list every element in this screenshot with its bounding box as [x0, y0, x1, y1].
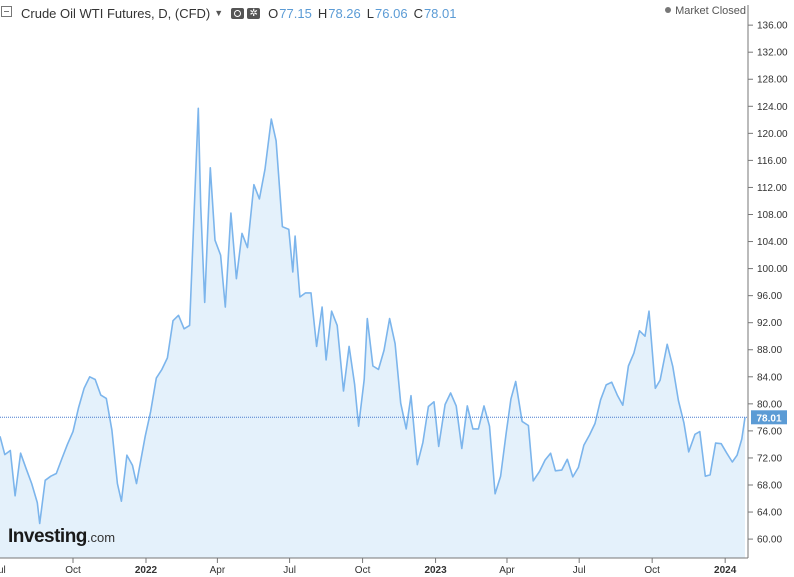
chart-header: Crude Oil WTI Futures, D, (CFD) ▼ ✲ O 77.…	[18, 3, 457, 23]
market-status: Market Closed	[665, 5, 746, 17]
visibility-icon[interactable]	[231, 7, 245, 19]
y-tick-label: 128.00	[757, 75, 788, 86]
high-value: 78.26	[328, 5, 361, 21]
x-tick-label: Apr	[499, 565, 515, 576]
low-value: 76.06	[375, 5, 408, 21]
open-value: 77.15	[279, 5, 312, 21]
x-tick-label: Jul	[283, 565, 296, 576]
x-tick-label: Oct	[65, 565, 81, 576]
y-tick-label: 132.00	[757, 48, 788, 59]
collapse-legend-icon[interactable]	[1, 6, 12, 17]
price-area	[0, 108, 745, 559]
y-tick-label: 136.00	[757, 21, 788, 32]
y-tick-label: 96.00	[757, 291, 782, 302]
y-tick-label: 112.00	[757, 183, 787, 194]
low-label: L	[366, 5, 375, 21]
x-axis-ticks: Oct 2022 Apr Jul Oct 2023 Apr Jul Oct 2024 Jul	[0, 558, 737, 576]
y-tick-label: 100.00	[757, 264, 788, 275]
x-tick-label: Apr	[210, 565, 226, 576]
y-tick-label: 80.00	[757, 399, 782, 410]
price-line	[0, 107, 746, 525]
x-tick-label: Oct	[644, 565, 660, 576]
x-tick-label: Jul	[573, 565, 586, 576]
instrument-title[interactable]: Crude Oil WTI Futures, D, (CFD)	[21, 5, 211, 21]
x-tick-label: Jul	[0, 565, 6, 576]
y-tick-label: 76.00	[757, 426, 782, 437]
x-tick-label: 2024	[714, 565, 737, 576]
y-tick-label: 108.00	[757, 210, 788, 221]
close-label: C	[413, 5, 423, 21]
y-tick-label: 104.00	[757, 237, 788, 248]
y-axis-ticks: 136.00 132.00 128.00 124.00 120.00 116.00 112.…	[748, 21, 788, 546]
y-tick-label: 72.00	[757, 453, 782, 464]
logo-brand: Investing	[8, 526, 87, 547]
chevron-down-icon[interactable]: ▼	[214, 8, 224, 18]
y-tick-label: 92.00	[757, 318, 782, 329]
x-tick-label: Oct	[355, 565, 371, 576]
y-tick-label: 124.00	[757, 102, 788, 113]
y-tick-label: 84.00	[757, 372, 782, 383]
close-value: 78.01	[423, 5, 457, 21]
gear-icon[interactable]: ✲	[247, 7, 261, 19]
status-dot-icon	[665, 7, 672, 14]
high-label: H	[317, 5, 328, 21]
x-tick-label: 2023	[424, 565, 447, 576]
x-tick-label: 2022	[135, 565, 158, 576]
logo-suffix: .com	[86, 530, 116, 545]
market-status-label: Market Closed	[675, 5, 746, 17]
price-line-layer	[0, 107, 746, 525]
y-tick-label: 64.00	[757, 508, 782, 519]
y-tick-label: 116.00	[757, 156, 787, 167]
last-price-badge: 78.01	[751, 410, 787, 425]
investing-logo: Investing.com	[8, 526, 115, 548]
last-price-badge-bg	[751, 410, 787, 425]
y-tick-label: 68.00	[757, 480, 782, 491]
last-price-label: 78.01	[756, 413, 781, 424]
open-label: O	[268, 5, 279, 21]
y-tick-label: 88.00	[757, 345, 782, 356]
y-tick-label: 120.00	[757, 129, 788, 140]
y-tick-label: 60.00	[757, 535, 782, 546]
price-area-layer	[0, 108, 745, 559]
